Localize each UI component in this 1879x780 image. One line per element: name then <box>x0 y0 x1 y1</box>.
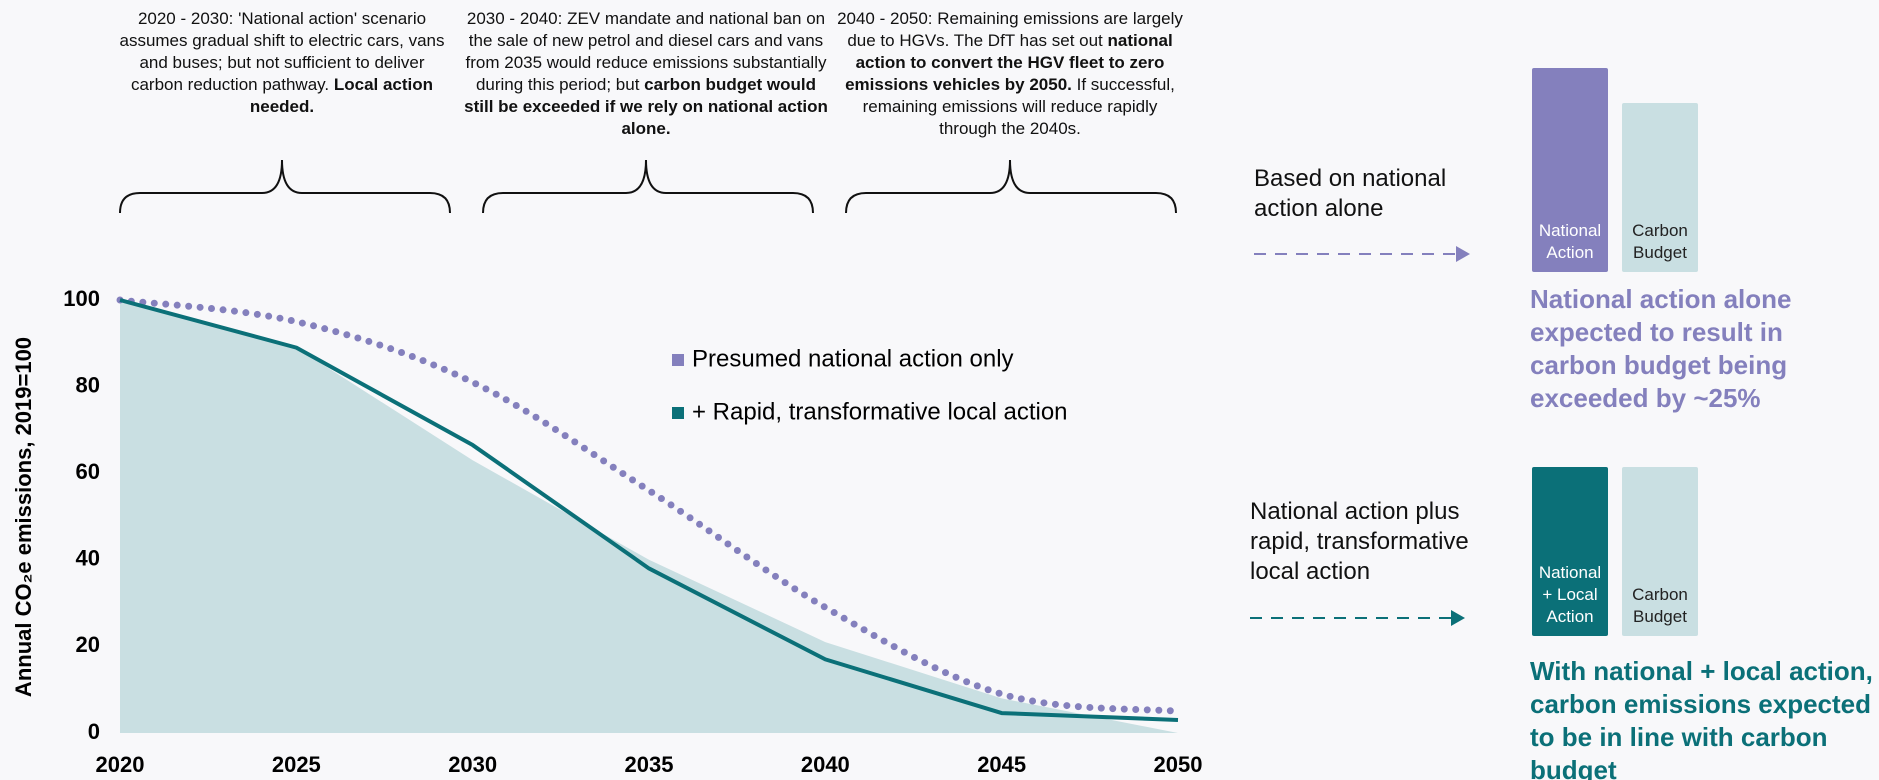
conclusion: National action alone expected to result… <box>1530 284 1792 413</box>
conclusion: With national + local action, carbon emi… <box>1530 656 1873 780</box>
annotation-text: If successful, remaining emissions will … <box>862 75 1175 138</box>
annotation-text: Local action needed. <box>249 75 434 116</box>
y-tick-label: 40 <box>76 546 100 571</box>
legend-swatch <box>672 354 684 366</box>
annotation: 2040 - 2050: Remaining emissions are lar… <box>835 8 1185 140</box>
legend-label: Presumed national action only <box>692 345 1014 372</box>
x-tick-label: 2020 <box>96 752 145 777</box>
bar <box>1622 467 1698 636</box>
annotation-text: 2030 - 2040: ZEV mandate and national ba… <box>465 9 827 94</box>
bar <box>1532 467 1608 636</box>
panel-text: Based on national action alone <box>1254 165 1447 222</box>
legend-swatch <box>672 407 684 419</box>
bar-label: National + Local Action <box>1538 563 1602 626</box>
x-tick-label: 2030 <box>448 752 497 777</box>
y-tick-label: 0 <box>88 719 100 744</box>
line-series <box>116 296 1182 715</box>
bar <box>1622 103 1698 272</box>
x-tick-label: 2035 <box>625 752 674 777</box>
bar-label: National Action <box>1538 221 1602 262</box>
annotation: 2030 - 2040: ZEV mandate and national ba… <box>460 8 832 140</box>
arrow-head <box>1451 610 1465 626</box>
bar-label: Carbon Budget <box>1632 221 1688 262</box>
annotation-text: carbon budget would still be exceeded if… <box>464 75 828 138</box>
annotation-text: 2040 - 2050: Remaining emissions are lar… <box>837 9 1183 50</box>
y-tick-label: 100 <box>63 286 100 311</box>
annotation-text: national action to convert the HGV fleet… <box>845 31 1173 94</box>
arrow-head <box>1456 246 1470 262</box>
y-tick-label: 20 <box>76 632 100 657</box>
annotation: 2020 - 2030: 'National action' scenario … <box>117 8 447 118</box>
x-tick-label: 2025 <box>272 752 321 777</box>
y-axis-label: Annual CO₂e emissions, 2019=100 <box>11 337 36 697</box>
brace <box>119 159 451 214</box>
line-series <box>119 298 1179 723</box>
annotation-text: 2020 - 2030: 'National action' scenario … <box>119 9 445 94</box>
bar-label: Carbon Budget <box>1632 585 1688 626</box>
x-tick-label: 2050 <box>1154 752 1203 777</box>
x-tick-label: 2045 <box>977 752 1026 777</box>
legend-label: + Rapid, transformative local action <box>692 398 1068 425</box>
brace <box>845 159 1177 214</box>
area <box>120 300 1178 733</box>
x-tick-label: 2040 <box>801 752 850 777</box>
braces <box>119 159 1177 214</box>
y-tick-label: 80 <box>76 372 100 397</box>
y-tick-label: 60 <box>76 459 100 484</box>
panel-text: National action plus rapid, transformati… <box>1250 498 1469 585</box>
bar <box>1532 67 1608 272</box>
brace <box>482 159 814 214</box>
